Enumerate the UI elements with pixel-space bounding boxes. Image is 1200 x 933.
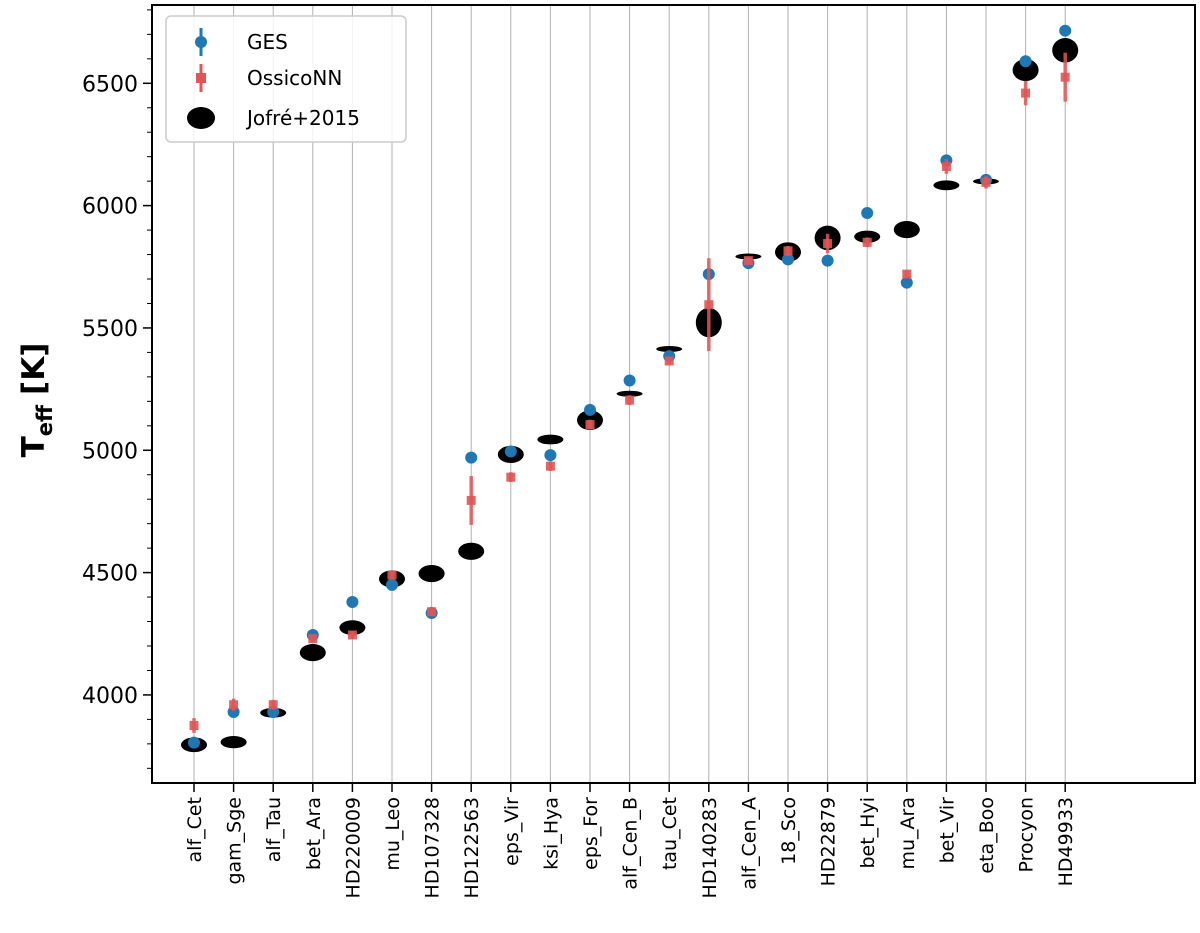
y-tick-label-6000: 6000	[82, 195, 138, 220]
ylabel-subscript: eff	[33, 404, 57, 436]
ylabel-main: T	[16, 436, 52, 457]
y-tick-label-5500: 5500	[82, 317, 138, 342]
ossiconn-point-HD22879	[823, 239, 833, 249]
ossiconn-point-alf_Tau	[268, 700, 278, 710]
ossiconn-point-HD49933	[1060, 72, 1070, 82]
ossiconn-point-HD220009	[347, 630, 357, 640]
legend: GES OssicoNN Jofré+2015	[165, 15, 407, 143]
ossiconn-point-alf_Cen_A	[743, 256, 753, 266]
jofre-point-bet_Vir	[933, 180, 960, 191]
jofre-point-mu_Ara	[893, 221, 920, 239]
ges-point-HD49933	[1059, 24, 1072, 37]
jofre-point-bet_Hyi	[854, 230, 881, 243]
ossiconn-point-HD122563	[466, 495, 476, 505]
y-axis-label-text: Teff [K]	[16, 343, 57, 458]
ges-point-alf_Cen_B	[623, 374, 636, 387]
x-tick-label-HD140283: HD140283	[699, 797, 721, 898]
legend-jofre-label: Jofré+2015	[245, 106, 360, 130]
ossiconn-point-tau_Cet	[664, 356, 674, 366]
ges-point-HD22879	[821, 254, 834, 267]
jofre-point-HD122563	[458, 542, 485, 560]
jofre-point-bet_Ara	[299, 644, 326, 662]
ges-point-eps_For	[584, 403, 596, 416]
x-tick-label-bet_Vir: bet_Vir	[936, 797, 958, 864]
jofre-point-HD220009	[339, 620, 366, 635]
x-tick-label-HD49933: HD49933	[1055, 797, 1077, 886]
legend-box	[165, 15, 407, 143]
legend-ossiconn-label: OssicoNN	[247, 66, 342, 90]
ges-point-mu_Leo	[386, 578, 398, 591]
ossiconn-point-eta_Boo	[981, 177, 991, 187]
x-tick-label-bet_Hyi: bet_Hyi	[857, 797, 879, 869]
x-tick-label-mu_Leo: mu_Leo	[382, 797, 404, 871]
x-tick-label-HD107328: HD107328	[422, 797, 444, 898]
ges-point-HD220009	[346, 595, 359, 608]
legend-jofre-marker	[187, 107, 215, 129]
jofre-point-alf_Cen_B	[616, 390, 643, 397]
x-tick-label-gam_Sge: gam_Sge	[224, 797, 246, 885]
jofre-point-HD107328	[418, 565, 445, 583]
x-tick-label-Procyon: Procyon	[1016, 797, 1038, 873]
legend-ges-marker	[195, 36, 207, 48]
ges-point-18_Sco	[782, 253, 794, 266]
x-tick-label-mu_Ara: mu_Ara	[897, 797, 919, 870]
ossiconn-point-bet_Hyi	[862, 237, 872, 247]
y-tick-label-4500: 4500	[82, 562, 138, 587]
ossiconn-point-bet_Vir	[941, 161, 951, 171]
ossiconn-point-gam_Sge	[229, 700, 239, 710]
ossiconn-point-HD140283	[704, 300, 714, 310]
x-tick-label-bet_Ara: bet_Ara	[303, 797, 325, 870]
ossiconn-point-eps_Vir	[506, 472, 516, 482]
x-tick-label-18_Sco: 18_Sco	[778, 797, 800, 865]
ossiconn-point-Procyon	[1021, 88, 1031, 98]
ossiconn-point-bet_Ara	[308, 634, 318, 644]
x-tick-label-alf_Tau: alf_Tau	[263, 797, 285, 862]
ossiconn-point-HD107328	[427, 607, 437, 617]
ossiconn-point-alf_Cet	[189, 721, 199, 731]
ges-point-alf_Cet	[188, 736, 200, 749]
x-tick-label-HD220009: HD220009	[342, 797, 364, 898]
x-tick-label-eps_Vir: eps_Vir	[501, 797, 523, 866]
ossiconn-point-mu_Ara	[902, 269, 912, 279]
y-tick-label-4000: 4000	[82, 684, 138, 709]
ges-point-mu_Ara	[900, 276, 913, 289]
y-tick-label-5000: 5000	[82, 439, 138, 464]
ylabel-unit: [K]	[16, 343, 52, 395]
ges-point-eps_Vir	[504, 445, 517, 458]
x-tick-label-HD122563: HD122563	[461, 797, 483, 898]
y-tick-label-6500: 6500	[82, 72, 138, 97]
x-tick-label-ksi_Hya: ksi_Hya	[540, 797, 562, 870]
x-axis-ticks: alf_Cet gam_Sge alf_Tau bet_Ara HD220009 mu_L…	[184, 783, 1077, 898]
jofre-point-tau_Cet	[656, 345, 683, 352]
y-axis-ticks: 4000 4500 5000 5500 6000 6500	[82, 9, 152, 769]
x-tick-label-alf_Cen_A: alf_Cen_A	[738, 797, 760, 890]
x-tick-label-eps_For: eps_For	[580, 797, 602, 870]
x-tick-label-alf_Cet: alf_Cet	[184, 797, 206, 863]
legend-ossiconn-marker	[196, 73, 206, 83]
ges-point-ksi_Hya	[544, 449, 557, 462]
ossiconn-series	[189, 52, 1070, 733]
plot-frame	[151, 4, 1196, 784]
x-tick-label-HD22879: HD22879	[818, 797, 840, 886]
jofre-point-Procyon	[1012, 59, 1039, 82]
x-tick-label-alf_Cen_B: alf_Cen_B	[620, 797, 642, 890]
ossiconn-point-18_Sco	[783, 246, 793, 256]
ges-point-Procyon	[1019, 55, 1032, 68]
ossiconn-point-eps_For	[585, 420, 595, 430]
ossiconn-point-alf_Cen_B	[625, 395, 635, 405]
ossiconn-point-ksi_Hya	[545, 461, 555, 471]
ges-point-HD122563	[465, 451, 478, 464]
x-tick-label-eta_Boo: eta_Boo	[976, 797, 998, 874]
legend-ges-label: GES	[247, 30, 288, 54]
ges-point-bet_Hyi	[861, 206, 874, 219]
x-tick-label-tau_Cet: tau_Cet	[659, 797, 681, 870]
jofre-point-HD49933	[1052, 38, 1079, 63]
y-axis-label: Teff [K]	[16, 343, 57, 458]
jofre-point-ksi_Hya	[537, 434, 564, 445]
jofre-point-gam_Sge	[220, 736, 247, 749]
ossiconn-point-mu_Leo	[387, 570, 397, 580]
